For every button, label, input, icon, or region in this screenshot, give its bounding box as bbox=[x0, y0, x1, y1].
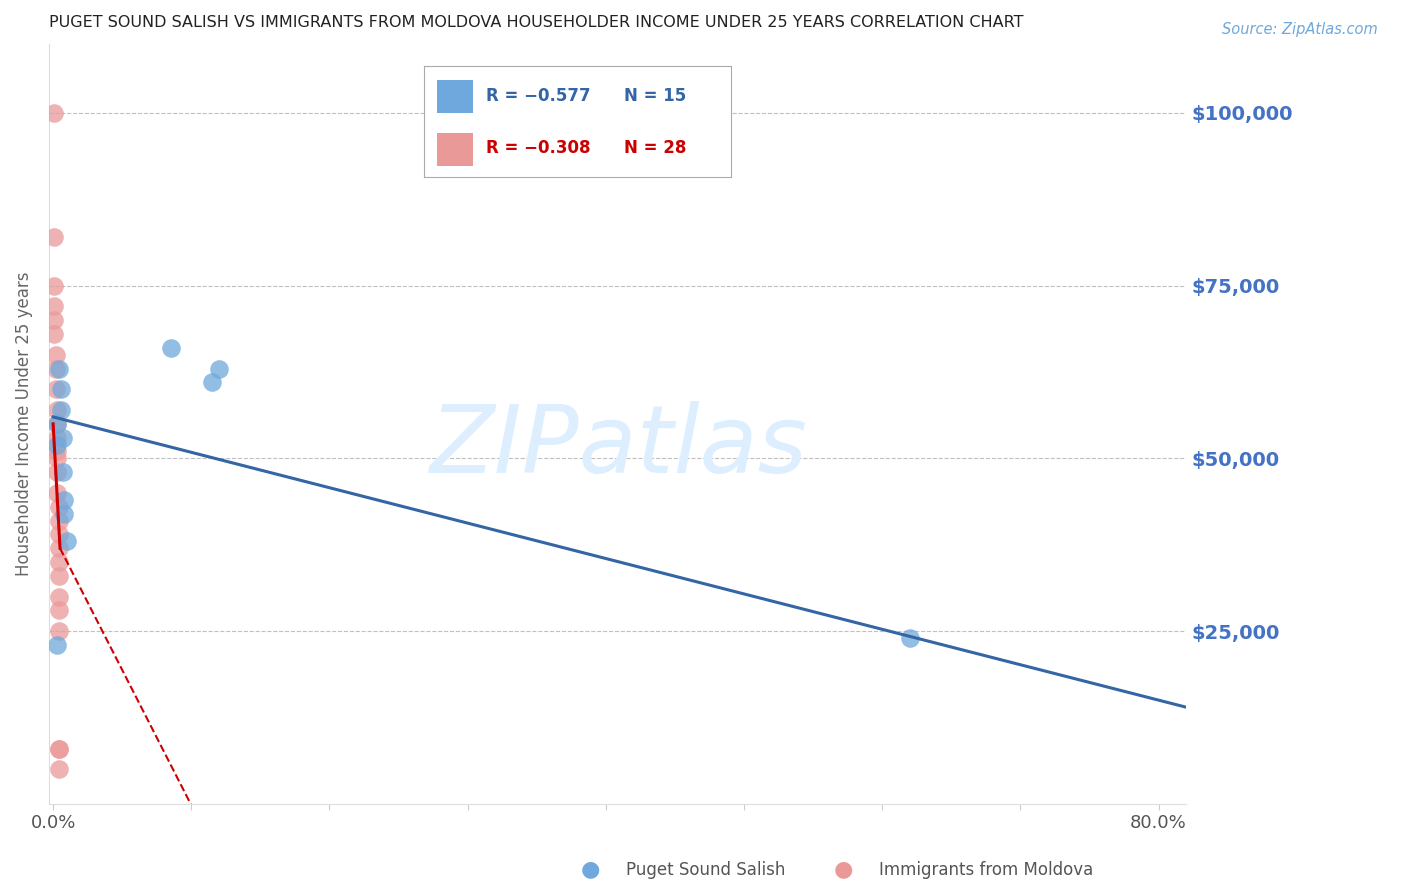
Point bbox=[208, 361, 231, 376]
Point bbox=[51, 403, 73, 417]
Point bbox=[46, 465, 69, 479]
Point bbox=[51, 382, 73, 396]
Point bbox=[48, 527, 70, 541]
Point bbox=[48, 541, 70, 556]
Point bbox=[48, 514, 70, 528]
Text: ●: ● bbox=[834, 860, 853, 880]
Point bbox=[44, 105, 66, 120]
Point bbox=[44, 313, 66, 327]
Point bbox=[48, 500, 70, 514]
Text: ●: ● bbox=[581, 860, 600, 880]
Text: Source: ZipAtlas.com: Source: ZipAtlas.com bbox=[1222, 22, 1378, 37]
Point bbox=[46, 638, 69, 652]
Point bbox=[53, 492, 76, 507]
Point bbox=[44, 230, 66, 244]
Y-axis label: Householder Income Under 25 years: Householder Income Under 25 years bbox=[15, 271, 32, 576]
Point bbox=[48, 624, 70, 639]
Point bbox=[48, 590, 70, 604]
Point bbox=[48, 741, 70, 756]
Text: PUGET SOUND SALISH VS IMMIGRANTS FROM MOLDOVA HOUSEHOLDER INCOME UNDER 25 YEARS : PUGET SOUND SALISH VS IMMIGRANTS FROM MO… bbox=[49, 15, 1024, 30]
Point bbox=[52, 465, 75, 479]
Point bbox=[46, 403, 69, 417]
Point bbox=[45, 348, 67, 362]
Text: Puget Sound Salish: Puget Sound Salish bbox=[626, 861, 785, 879]
Point bbox=[201, 376, 224, 390]
Point bbox=[46, 437, 69, 451]
Point bbox=[53, 507, 76, 521]
Point bbox=[159, 341, 181, 355]
Point bbox=[52, 431, 75, 445]
Point bbox=[56, 534, 79, 549]
Point bbox=[48, 741, 70, 756]
Point bbox=[48, 763, 70, 777]
Point bbox=[48, 569, 70, 583]
Text: ZIPatlas: ZIPatlas bbox=[429, 401, 807, 492]
Point bbox=[45, 382, 67, 396]
Point bbox=[46, 417, 69, 431]
Point bbox=[48, 555, 70, 569]
Point bbox=[46, 444, 69, 458]
Point bbox=[44, 299, 66, 313]
Point bbox=[46, 486, 69, 500]
Point bbox=[44, 278, 66, 293]
Point bbox=[46, 431, 69, 445]
Point bbox=[46, 417, 69, 431]
Point bbox=[898, 631, 921, 645]
Point bbox=[44, 326, 66, 341]
Point bbox=[48, 361, 70, 376]
Text: Immigrants from Moldova: Immigrants from Moldova bbox=[879, 861, 1092, 879]
Point bbox=[45, 361, 67, 376]
Point bbox=[46, 451, 69, 466]
Point bbox=[48, 603, 70, 617]
